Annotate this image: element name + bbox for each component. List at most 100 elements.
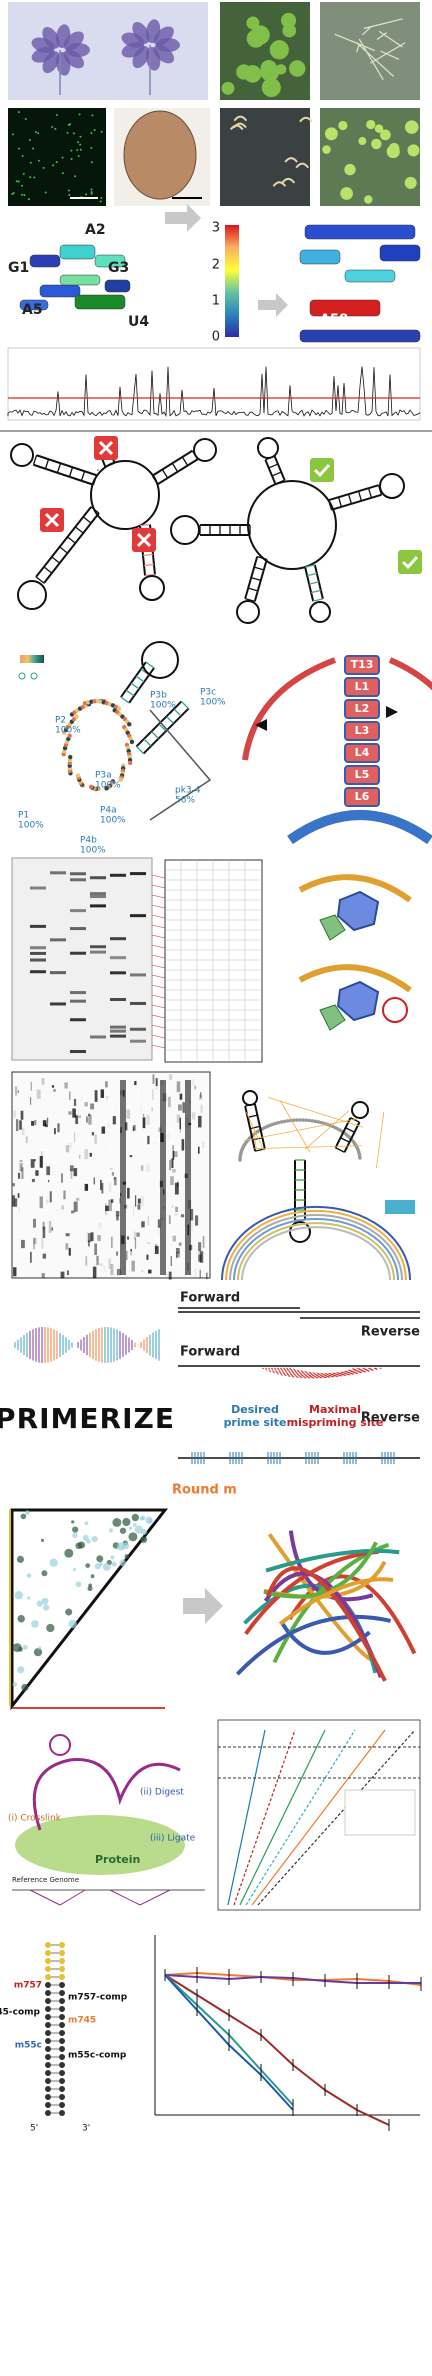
heatmap-cell <box>156 1084 158 1090</box>
heatmap-cell <box>39 1196 43 1209</box>
signal <box>90 192 93 195</box>
mispriming-arc <box>288 1367 356 1374</box>
heatmap-cell <box>116 1251 118 1256</box>
heatmap-cell <box>157 1219 161 1228</box>
connector <box>151 874 166 879</box>
signal <box>24 118 27 121</box>
heatmap-cell <box>31 1120 35 1126</box>
nucleotide <box>45 1950 51 1956</box>
nucleotide <box>59 2006 65 2012</box>
heatmap-cell <box>191 1112 196 1120</box>
nucleotide-dot <box>268 1123 272 1128</box>
heatmap-cell <box>202 1140 204 1148</box>
heatmap-cell <box>29 1251 32 1263</box>
heatmap-cell <box>13 1110 16 1118</box>
nucleotide <box>309 299 381 317</box>
heatmap-cell <box>112 1116 116 1125</box>
vertebra-label: L6 <box>355 790 370 803</box>
connector <box>151 974 166 979</box>
plantlet <box>324 127 338 141</box>
contact <box>26 1573 32 1578</box>
contact <box>72 1568 77 1572</box>
connector <box>151 894 166 899</box>
nucleotide <box>45 2070 51 2076</box>
heatmap-cell <box>19 1163 23 1172</box>
nucleotide <box>59 2094 65 2100</box>
heatmap-cell <box>42 1221 45 1230</box>
heatmap-cell <box>182 1102 185 1113</box>
helix-percent: 100% <box>200 698 226 708</box>
seedling <box>261 77 281 98</box>
loop <box>193 438 217 462</box>
plantlet <box>366 119 376 130</box>
nucleotide-dot <box>104 786 109 791</box>
base-pair <box>337 497 343 507</box>
heatmap-cell <box>46 1117 49 1124</box>
rna-ribbon <box>288 1530 374 1602</box>
heatmap-cell <box>126 1250 128 1261</box>
nucleotide <box>59 2102 65 2108</box>
signal <box>77 141 80 144</box>
check-icon <box>313 463 331 478</box>
heatmap-cell <box>137 1204 141 1210</box>
gel-band <box>30 946 46 950</box>
nucleotide-dot <box>295 1118 299 1122</box>
heatmap-cell <box>198 1146 200 1154</box>
loop <box>351 1101 369 1119</box>
heatmap-cell <box>100 1179 102 1190</box>
vertebra-label: L2 <box>355 702 370 715</box>
heatmap-cell <box>12 1195 15 1207</box>
nucleotide-label: U4 <box>128 314 149 330</box>
nucleotide <box>59 2110 65 2116</box>
contact <box>31 1620 39 1628</box>
heatmap-cell <box>140 1090 143 1101</box>
heatmap-cell <box>21 1127 25 1136</box>
signal <box>79 143 82 146</box>
trend-line <box>239 1729 326 1906</box>
heatmap-cell <box>47 1237 49 1241</box>
signal <box>33 176 36 179</box>
signal <box>93 128 96 131</box>
heatmap-cell <box>75 1115 79 1125</box>
signal <box>27 198 30 201</box>
gel-band <box>50 938 66 942</box>
heatmap-cell <box>42 1226 46 1238</box>
helix-percent: 100% <box>55 726 81 736</box>
contact <box>102 1562 111 1571</box>
heatmap-cell <box>155 1078 158 1087</box>
contact <box>91 1535 98 1542</box>
heatmap-cell <box>141 1270 144 1273</box>
nucleotide-label: A2 <box>85 222 106 238</box>
heatmap-cell <box>169 1159 171 1171</box>
plantlet <box>380 129 391 141</box>
heatmap-cell <box>99 1263 103 1266</box>
heatmap-cell <box>113 1176 117 1186</box>
protein-label: Protein <box>95 1853 140 1866</box>
seedling <box>250 25 270 45</box>
nucleotide-dot <box>301 1118 305 1122</box>
heatmap-cell <box>32 1218 37 1228</box>
heatmap-cell <box>176 1081 181 1093</box>
nucleotide-dot <box>285 1119 290 1123</box>
heatmap-cell <box>33 1238 35 1250</box>
contact <box>119 1527 127 1534</box>
mutant-label: m745 <box>68 2016 96 2026</box>
heatmap-cell <box>127 1181 129 1189</box>
gel-band <box>70 991 86 995</box>
base-pair <box>67 536 76 544</box>
gel-band <box>30 951 46 955</box>
heatmap-cell <box>140 1106 143 1116</box>
base-pair <box>59 546 68 554</box>
photo <box>320 2 420 100</box>
contact <box>111 1561 117 1567</box>
base-pair <box>271 471 282 477</box>
strand <box>36 454 97 477</box>
heatmap-cell <box>33 1237 37 1245</box>
contact <box>140 1515 146 1521</box>
heatmap-cell <box>147 1215 149 1226</box>
trend-line <box>257 1729 416 1906</box>
protein <box>15 1815 185 1875</box>
signal <box>51 125 54 128</box>
nucleotide <box>59 2022 65 2028</box>
photo <box>220 108 310 206</box>
